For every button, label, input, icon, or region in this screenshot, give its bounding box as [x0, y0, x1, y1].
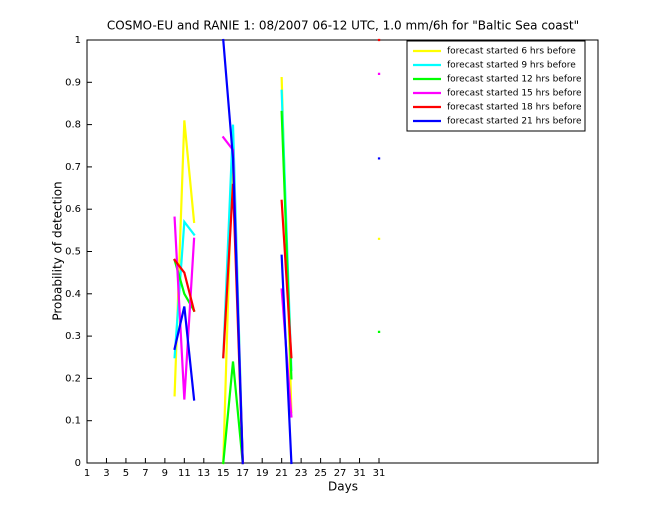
y-tick-label: 1 — [75, 35, 81, 46]
x-tick-label: 3 — [103, 468, 109, 479]
legend-label: forecast started 12 hrs before — [447, 75, 582, 85]
y-tick-label: 0.7 — [65, 162, 81, 173]
x-tick-label: 27 — [334, 468, 347, 479]
x-tick-label: 17 — [236, 468, 249, 479]
x-tick-label: 21 — [275, 468, 288, 479]
x-tick-label: 7 — [142, 468, 148, 479]
y-tick-label: 0.4 — [65, 289, 81, 300]
series-line — [173, 38, 381, 465]
y-tick-label: 0.9 — [65, 77, 81, 88]
x-tick-label: 9 — [162, 468, 168, 479]
x-tick-label: 31 — [353, 468, 366, 479]
x-tick-label: 19 — [256, 468, 269, 479]
legend-label: forecast started 9 hrs before — [447, 61, 576, 71]
x-tick-label: 25 — [314, 468, 327, 479]
x-tick-label: 15 — [217, 468, 230, 479]
legend-label: forecast started 15 hrs before — [447, 89, 582, 99]
x-tick-label: 11 — [178, 468, 191, 479]
y-tick-label: 0.8 — [65, 120, 81, 131]
legend-label: forecast started 18 hrs before — [447, 103, 582, 113]
y-axis-label: Probability of detection — [51, 181, 65, 320]
y-tick-label: 0.6 — [65, 204, 81, 215]
x-tick-label: 13 — [197, 468, 210, 479]
y-tick-label: 0.5 — [65, 247, 81, 258]
x-axis-label: Days — [328, 480, 358, 494]
x-tick-label: 1 — [84, 468, 90, 479]
x-tick-label: 23 — [295, 468, 308, 479]
legend-label: forecast started 6 hrs before — [447, 47, 576, 57]
legend-label: forecast started 21 hrs before — [447, 117, 582, 127]
x-tick-label: 31 — [373, 468, 386, 479]
chart-title: COSMO-EU and RANIE 1: 08/2007 06-12 UTC,… — [107, 19, 579, 33]
y-tick-label: 0.2 — [65, 373, 81, 384]
y-tick-label: 0.1 — [65, 416, 81, 427]
x-tick-label: 5 — [123, 468, 129, 479]
y-tick-label: 0 — [75, 458, 81, 469]
series-line — [173, 110, 381, 465]
legend-box — [406, 40, 586, 132]
y-tick-label: 0.3 — [65, 331, 81, 342]
